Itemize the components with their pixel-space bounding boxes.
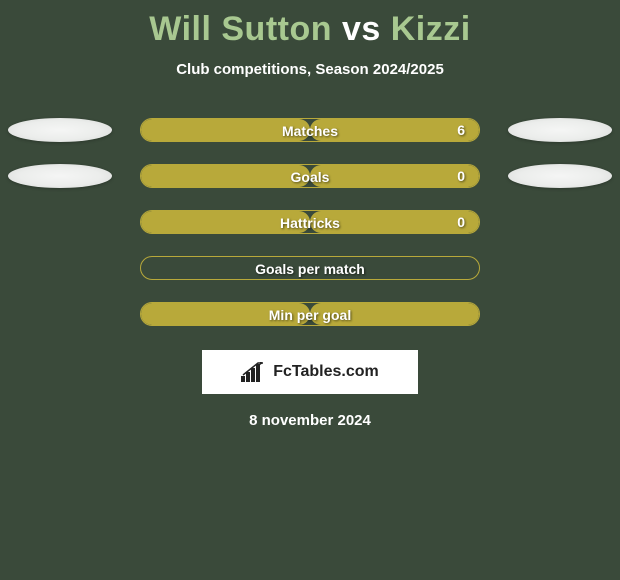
date-label: 8 november 2024 (249, 412, 371, 429)
player1-ellipse-icon (8, 164, 112, 188)
bar-fill-right (310, 165, 479, 187)
stat-row: Min per goal (0, 302, 620, 326)
bar-fill-right (310, 119, 479, 141)
comparison-widget: Will Sutton vs Kizzi Club competitions, … (0, 0, 620, 580)
subtitle: Club competitions, Season 2024/2025 (176, 61, 444, 78)
stat-row: Goals0 (0, 164, 620, 188)
bar-fill-left (141, 211, 310, 233)
player2-ellipse-icon (508, 164, 612, 188)
stat-bar: Matches (140, 118, 480, 142)
player2-value: 0 (457, 164, 465, 188)
player1-name: Will Sutton (149, 10, 332, 48)
bar-fill-left (141, 165, 310, 187)
player2-value: 6 (457, 118, 465, 142)
brand-bars-icon (241, 362, 267, 382)
player1-ellipse-icon (8, 118, 112, 142)
stat-bar: Goals per match (140, 256, 480, 280)
bar-fill-right (310, 211, 479, 233)
page-title: Will Sutton vs Kizzi (149, 10, 470, 49)
stat-row: Hattricks0 (0, 210, 620, 234)
bar-fill-left (141, 119, 310, 141)
stat-row: Matches6 (0, 118, 620, 142)
stat-bar: Goals (140, 164, 480, 188)
player2-value: 0 (457, 210, 465, 234)
stat-row: Goals per match (0, 256, 620, 280)
brand-text: FcTables.com (273, 363, 379, 381)
stat-bar: Min per goal (140, 302, 480, 326)
stat-label: Goals per match (141, 257, 479, 280)
vs-separator: vs (342, 10, 381, 48)
stat-bar: Hattricks (140, 210, 480, 234)
bar-fill-left (141, 303, 310, 325)
player2-name: Kizzi (391, 10, 471, 48)
bar-fill-right (310, 303, 479, 325)
player2-ellipse-icon (508, 118, 612, 142)
stat-rows: Matches6Goals0Hattricks0Goals per matchM… (0, 118, 620, 326)
brand-box: FcTables.com (202, 350, 418, 394)
